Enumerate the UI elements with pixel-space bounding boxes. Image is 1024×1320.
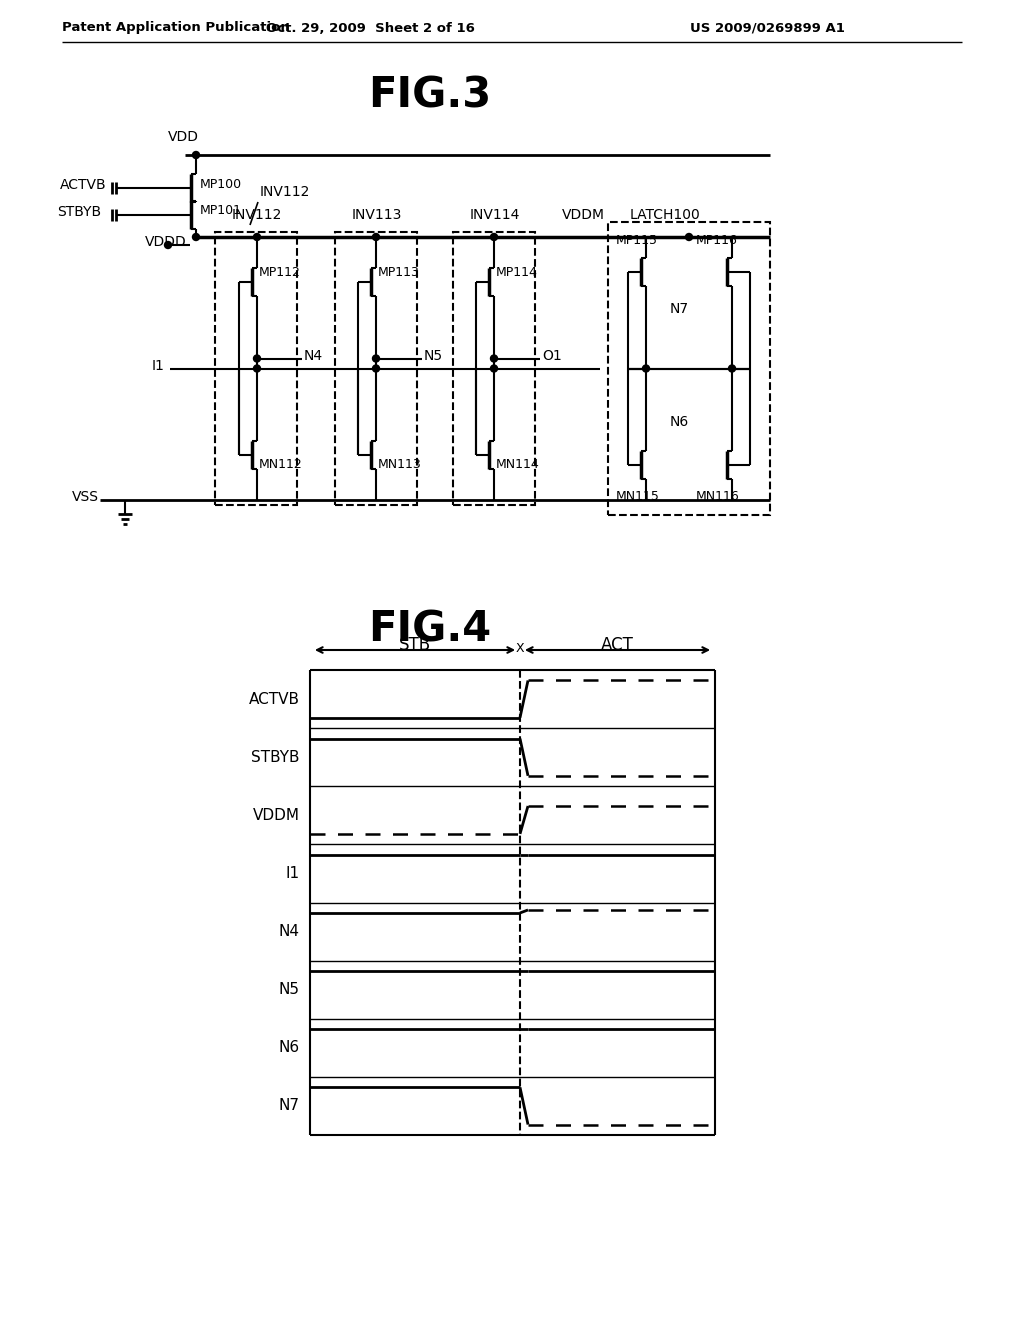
Text: US 2009/0269899 A1: US 2009/0269899 A1 (690, 21, 845, 34)
Text: N7: N7 (670, 302, 689, 315)
Text: INV112: INV112 (260, 185, 310, 199)
Bar (335, 232, 417, 506)
Text: I1: I1 (152, 359, 165, 372)
Bar (608, 222, 770, 515)
Text: MP112: MP112 (259, 265, 301, 279)
Text: MP101: MP101 (200, 205, 242, 218)
Text: MP115: MP115 (616, 234, 658, 247)
Text: N6: N6 (279, 1040, 300, 1055)
Circle shape (642, 366, 649, 372)
Circle shape (254, 355, 260, 362)
Text: FIG.3: FIG.3 (369, 74, 492, 116)
Text: N6: N6 (670, 414, 689, 429)
Text: MP116: MP116 (696, 234, 738, 247)
Text: STB: STB (399, 636, 431, 653)
Circle shape (165, 242, 171, 248)
Text: MN116: MN116 (696, 491, 739, 503)
Text: Oct. 29, 2009  Sheet 2 of 16: Oct. 29, 2009 Sheet 2 of 16 (265, 21, 474, 34)
Text: I1: I1 (286, 866, 300, 880)
Text: MN114: MN114 (496, 458, 540, 471)
Circle shape (254, 234, 260, 240)
Circle shape (193, 234, 200, 240)
Text: VDDM: VDDM (562, 209, 605, 222)
Text: N4: N4 (304, 348, 324, 363)
Text: LATCH100: LATCH100 (630, 209, 700, 222)
Circle shape (373, 355, 380, 362)
Circle shape (728, 366, 735, 372)
Bar (215, 232, 297, 506)
Text: N7: N7 (279, 1098, 300, 1114)
Text: VDD: VDD (168, 129, 199, 144)
Text: MP114: MP114 (496, 265, 538, 279)
Text: MP100: MP100 (200, 177, 242, 190)
Text: ACTVB: ACTVB (249, 692, 300, 706)
Text: O1: O1 (542, 348, 562, 363)
Text: STBYB: STBYB (57, 205, 101, 219)
Text: MN115: MN115 (616, 491, 659, 503)
Text: MP113: MP113 (378, 265, 420, 279)
Text: FIG.4: FIG.4 (369, 609, 492, 651)
Circle shape (490, 355, 498, 362)
Text: X: X (516, 643, 524, 656)
Text: VSS: VSS (72, 490, 99, 504)
Text: Patent Application Publication: Patent Application Publication (62, 21, 290, 34)
Circle shape (193, 152, 200, 158)
Text: ACTVB: ACTVB (60, 178, 106, 191)
Text: MN112: MN112 (259, 458, 303, 471)
Text: MN113: MN113 (378, 458, 422, 471)
Text: VDDM: VDDM (253, 808, 300, 822)
Text: INV112: INV112 (232, 209, 283, 222)
Bar (453, 232, 535, 506)
Circle shape (490, 366, 498, 372)
Text: N5: N5 (424, 348, 443, 363)
Circle shape (685, 234, 692, 240)
Circle shape (254, 366, 260, 372)
Text: STBYB: STBYB (252, 750, 300, 764)
Text: N4: N4 (279, 924, 300, 939)
Text: N5: N5 (279, 982, 300, 997)
Circle shape (373, 366, 380, 372)
Text: INV114: INV114 (470, 209, 520, 222)
Circle shape (373, 234, 380, 240)
Text: ACT: ACT (601, 636, 634, 653)
Circle shape (490, 234, 498, 240)
Text: VDDD: VDDD (145, 235, 186, 249)
Text: INV113: INV113 (352, 209, 402, 222)
